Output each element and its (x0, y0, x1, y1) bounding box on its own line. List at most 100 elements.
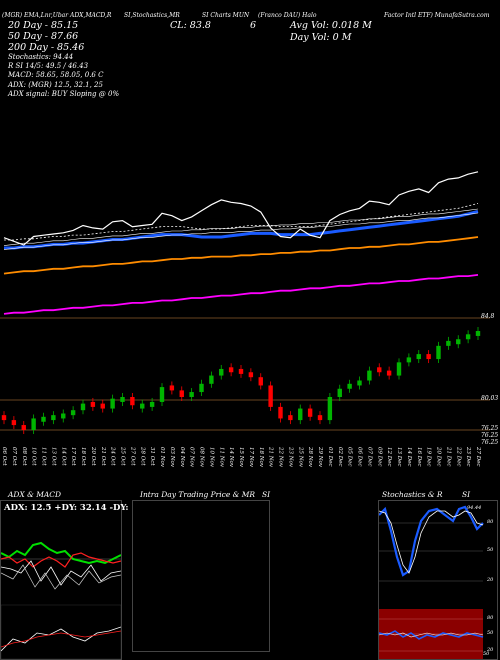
date-tick: 16 Dec (415, 447, 422, 467)
adx-values: ADX: 12.5 +DY: 32.14 -DY: 25 (4, 503, 144, 513)
stoch-d-line (379, 510, 484, 574)
header-line-2: SI,Stochastics,MR (124, 12, 180, 19)
avg-volume: Avg Vol: 0.018 M (290, 20, 372, 31)
candle (475, 331, 481, 336)
adx-line-2 (1, 564, 121, 590)
close-price: CL: 83.8 (170, 20, 211, 31)
rsi-line-2 (379, 632, 484, 638)
date-tick: 24 Oct (109, 447, 116, 466)
candle (31, 418, 36, 430)
candle (436, 345, 441, 360)
price-dotted-line (4, 203, 479, 241)
price-label-r1: 80.03 (481, 395, 499, 402)
candle (80, 403, 86, 411)
date-tick: 20 Oct (89, 447, 96, 466)
date-tick: 22 Nov (277, 447, 284, 467)
candle (11, 420, 17, 426)
candle (396, 362, 402, 376)
date-tick: 20 Dec (435, 447, 442, 467)
date-tick: 01 Nov (159, 447, 165, 467)
date-tick: 18 Nov (257, 447, 264, 467)
date-tick: 11 Oct (40, 447, 47, 466)
date-tick: 10 Nov (208, 447, 215, 467)
macd-signal-line (1, 630, 121, 648)
candle (367, 370, 372, 381)
date-tick: 13 Dec (396, 447, 402, 467)
candle (228, 367, 234, 373)
date-tick: 14 Oct (60, 447, 67, 466)
date-tick: 23 Dec (465, 447, 472, 467)
date-tick: 19 Dec (425, 447, 432, 467)
candle (90, 401, 96, 407)
adx-minus-line (1, 552, 121, 568)
date-tick: 04 Nov (178, 447, 185, 467)
date-tick: 25 Oct (119, 447, 126, 466)
date-tick: 05 Dec (346, 447, 353, 467)
date-tick: 31 Oct (149, 447, 156, 466)
candle (189, 392, 194, 397)
date-tick: 14 Dec (405, 447, 412, 467)
stoch-box (379, 501, 497, 607)
date-tick: 27 Oct (129, 447, 136, 466)
price-label-r4: 76.25 (481, 439, 499, 446)
date-tick: 18 Oct (80, 447, 86, 466)
ema200-label: 200 Day - 85.46 (8, 42, 85, 53)
rsi-line (379, 630, 484, 640)
rsi-axis-20: 20 (487, 647, 494, 653)
ema20-label: 20 Day - 85.15 (8, 20, 79, 31)
date-tick: 17 Nov (247, 447, 254, 467)
intra-panel-title: Intra Day Trading Price & MR (140, 490, 256, 499)
candle (238, 368, 244, 374)
candle (169, 385, 175, 391)
candle (130, 397, 135, 406)
candle (337, 388, 342, 397)
date-axis: 06 Oct 07 Oct 08 Oct 10 Oct 11 Oct 13 Oct 14 O… (0, 445, 500, 483)
adx-plus-line (1, 541, 121, 565)
stoch-panel: 94.44 80 50 20 80 50 20 50 (378, 500, 498, 660)
candle (416, 354, 421, 360)
candle (61, 413, 66, 419)
date-tick: 07 Dec (366, 447, 373, 467)
stoch-tag: 94.44 (467, 505, 482, 511)
ma-line-0 (4, 209, 479, 250)
candles (1, 327, 481, 434)
date-tick: 02 Dec (336, 447, 343, 467)
date-tick: 27 Dec (475, 447, 481, 467)
header-line-4: (Franco DAU) Halo (258, 12, 317, 19)
header-line-3: SI Charts MUN (202, 12, 250, 19)
candle (110, 398, 115, 409)
date-tick: 28 Oct (139, 447, 146, 466)
date-tick: 08 Oct (20, 447, 27, 466)
date-tick: 15 Nov (238, 447, 244, 467)
stoch-panel-si: SI (462, 490, 471, 499)
ma-line-2 (3, 274, 479, 315)
date-tick: 03 Nov (168, 447, 175, 467)
date-tick: 08 Nov (198, 447, 205, 467)
price-band-upper (3, 208, 479, 246)
intra-panel-si: SI (262, 490, 271, 499)
candle (149, 401, 155, 407)
stoch-axis-20: 20 (487, 577, 494, 583)
date-tick: 23 Nov (287, 447, 294, 467)
candle (377, 367, 382, 373)
candle (317, 415, 323, 421)
candle (120, 397, 125, 402)
adx-panel: ADX: 12.5 +DY: 32.14 -DY: 25 (0, 500, 143, 660)
price-label-r2: 76.25 (481, 425, 499, 432)
candle (51, 415, 56, 421)
price-lines (3, 171, 479, 250)
close-num: 6 (250, 20, 257, 31)
date-tick: 28 Nov (307, 447, 314, 467)
candle (21, 425, 26, 430)
date-tick: 22 Dec (455, 447, 462, 467)
candle (209, 375, 214, 384)
candle (426, 354, 431, 360)
rsi-axis-50: 50 (487, 630, 494, 636)
candle (406, 357, 412, 363)
rsi-label: R SI 14/5: 49.5 / 46.43 (8, 62, 89, 70)
candle (288, 415, 293, 421)
candle (307, 408, 313, 417)
candle (456, 339, 461, 345)
candle (70, 410, 76, 416)
candle (386, 370, 392, 376)
